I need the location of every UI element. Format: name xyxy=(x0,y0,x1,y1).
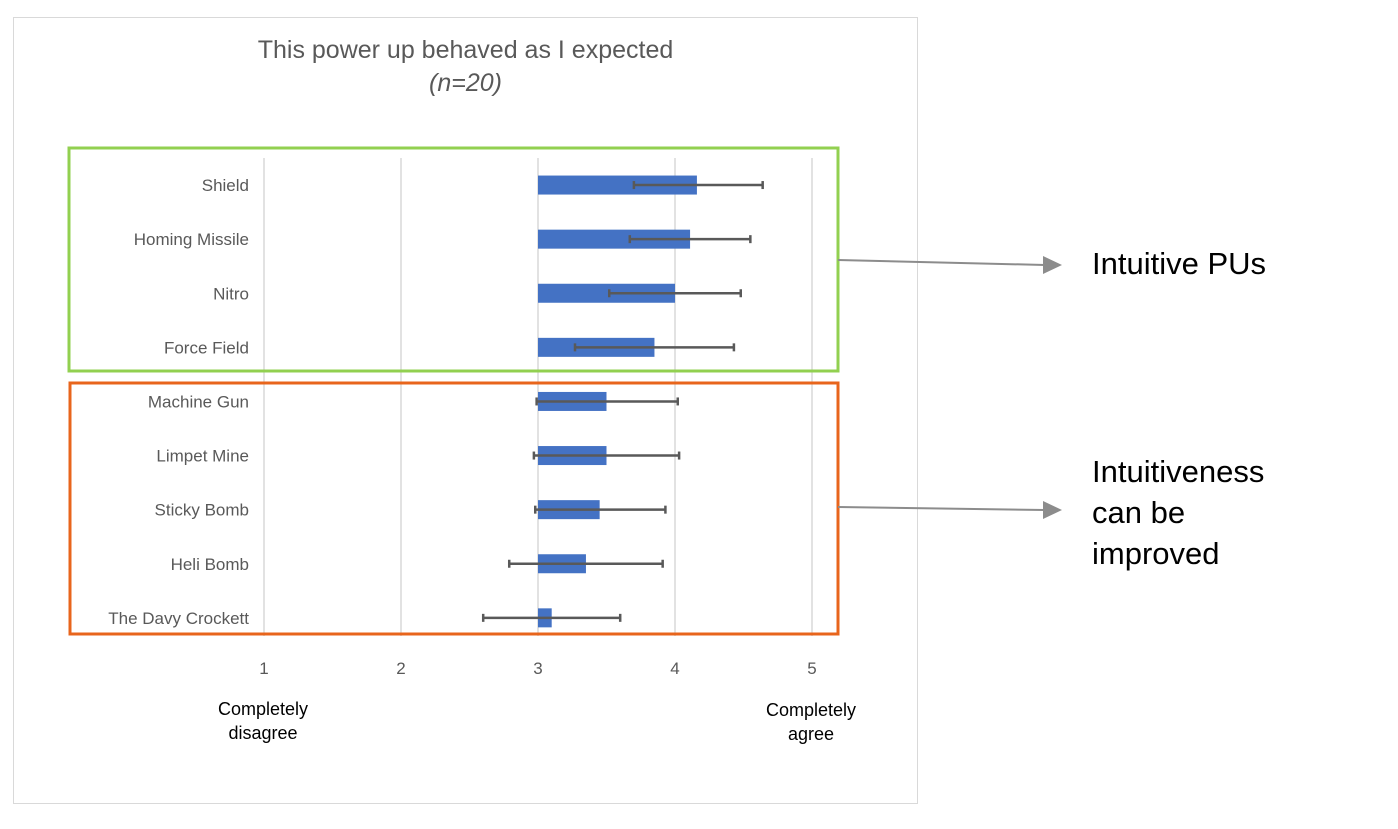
scale-label-disagree: Completely disagree xyxy=(193,697,333,745)
group-box-improvable xyxy=(68,381,840,636)
arrow-line-improvable xyxy=(837,506,1046,511)
group-label-improvable-line-1: Intuitiveness xyxy=(1092,454,1265,489)
bar-homing-missile xyxy=(538,229,691,249)
category-label-heli-bomb: Heli Bomb xyxy=(171,555,249,574)
group-label-improvable-line-2: can be xyxy=(1092,495,1186,530)
category-label-homing-missile: Homing Missile xyxy=(134,230,249,249)
group-box-intuitive xyxy=(67,146,840,373)
category-label-nitro: Nitro xyxy=(213,284,249,303)
x-tick-label-4: 4 xyxy=(670,659,679,678)
x-tick-label-5: 5 xyxy=(807,659,816,678)
group-label-intuitive-line-1: Intuitive PUs xyxy=(1092,246,1267,281)
x-tick-label-3: 3 xyxy=(533,659,542,678)
category-label-force-field: Force Field xyxy=(164,338,249,357)
scale-label-agree: Completely agree xyxy=(741,698,881,746)
group-label-improvable-line-3: improved xyxy=(1092,536,1220,571)
scale-label-disagree-line-1: Completely xyxy=(217,699,309,719)
bar-shield xyxy=(538,175,697,195)
category-label-limpet-mine: Limpet Mine xyxy=(156,447,249,466)
arrow-head-intuitive xyxy=(1043,256,1062,274)
x-tick-label-2: 2 xyxy=(396,659,405,678)
group-label-improvable: Intuitiveness can be improved xyxy=(1092,451,1352,574)
chart-title: This power up behaved as I expected xyxy=(257,36,674,64)
bar-nitro xyxy=(538,283,675,303)
scale-label-agree-line-1: Completely xyxy=(765,700,857,720)
x-tick-label-1: 1 xyxy=(259,659,268,678)
chart-subtitle: (n=20) xyxy=(429,69,502,97)
arrow-line-intuitive xyxy=(837,259,1046,266)
scale-label-agree-line-2: agree xyxy=(787,724,835,744)
category-label-sticky-bomb: Sticky Bomb xyxy=(155,501,249,520)
scale-label-disagree-line-2: disagree xyxy=(228,723,298,743)
category-label-the-davy-crockett: The Davy Crockett xyxy=(108,609,249,628)
arrow-head-improvable xyxy=(1043,501,1062,519)
group-label-intuitive: Intuitive PUs xyxy=(1092,243,1352,284)
category-label-shield: Shield xyxy=(202,176,249,195)
category-label-machine-gun: Machine Gun xyxy=(148,392,249,411)
